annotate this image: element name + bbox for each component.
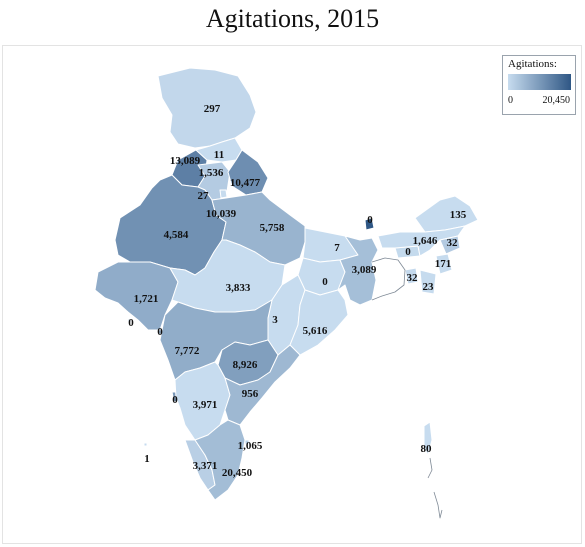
label-goa: 0 [172,394,178,406]
region-daman-diu[interactable] [127,318,132,323]
map-frame [2,45,582,544]
label-bihar: 7 [334,242,340,254]
label-jharkhand: 0 [322,276,328,288]
bangladesh-border-outline [371,257,406,301]
region-tamil-nadu[interactable] [194,419,246,501]
color-legend: Agitations: 0 20,450 [502,55,576,115]
label-haryana: 10,039 [206,208,237,220]
legend-gradient-bar [508,74,571,90]
region-sikkim[interactable] [364,217,375,231]
label-madhya-pradesh: 3,833 [226,282,251,294]
label-tamil-nadu: 20,450 [222,467,253,479]
label-andhra-pradesh: 956 [242,388,259,400]
label-chhattisgarh: 3 [272,314,278,326]
andaman-island-outline [427,457,443,519]
label-maharashtra: 7,772 [175,345,200,357]
label-karnataka: 3,971 [193,399,218,411]
label-rajasthan: 4,584 [164,229,189,241]
region-lakshadweep[interactable] [143,442,148,447]
label-meghalaya: 0 [405,246,411,258]
region-tripura[interactable] [404,267,419,285]
label-assam: 1,646 [413,235,438,247]
label-sikkim: 0 [367,214,373,226]
region-mizoram[interactable] [419,269,437,295]
legend-min-label: 0 [508,95,513,106]
label-dadra-nagar-haveli: 0 [157,326,163,338]
label-mizoram: 23 [423,281,435,293]
label-himachal-pradesh: 1,536 [199,167,224,179]
label-lakshadweep: 1 [144,453,150,465]
legend-max-label: 20,450 [542,95,571,106]
region-gujarat[interactable] [94,261,179,331]
label-nagaland: 32 [447,237,459,249]
label-arunachal-pradesh: 135 [450,209,467,221]
region-manipur[interactable] [435,253,453,275]
map-title: Agitations, 2015 [205,4,380,33]
region-arunachal-pradesh[interactable] [414,195,479,233]
label-daman-diu: 0 [128,317,134,329]
label-telangana: 8,926 [233,359,258,371]
label-west-bengal: 3,089 [352,264,377,276]
region-delhi[interactable] [219,189,228,199]
region-west-bengal[interactable] [337,235,379,306]
label-uttarakhand: 10,477 [230,177,261,189]
label-chandigarh: 11 [214,149,224,161]
label-punjab: 13,089 [170,155,201,167]
label-andaman-nicobar: 80 [421,443,433,455]
label-tripura: 32 [407,272,419,284]
region-nagaland[interactable] [439,235,461,255]
label-kerala: 3,371 [193,460,218,472]
label-odisha: 5,616 [303,325,328,337]
label-delhi: 27 [198,190,210,202]
legend-title: Agitations: [508,58,557,70]
label-manipur: 171 [435,258,452,270]
region-odisha[interactable] [289,289,349,356]
region-andaman-nicobar[interactable] [423,421,433,456]
label-jammu-kashmir: 297 [204,103,221,115]
region-andhra-pradesh[interactable] [224,344,301,426]
label-puducherry: 1,065 [238,440,263,452]
label-gujarat: 1,721 [134,293,159,305]
label-uttar-pradesh: 5,758 [260,222,285,234]
